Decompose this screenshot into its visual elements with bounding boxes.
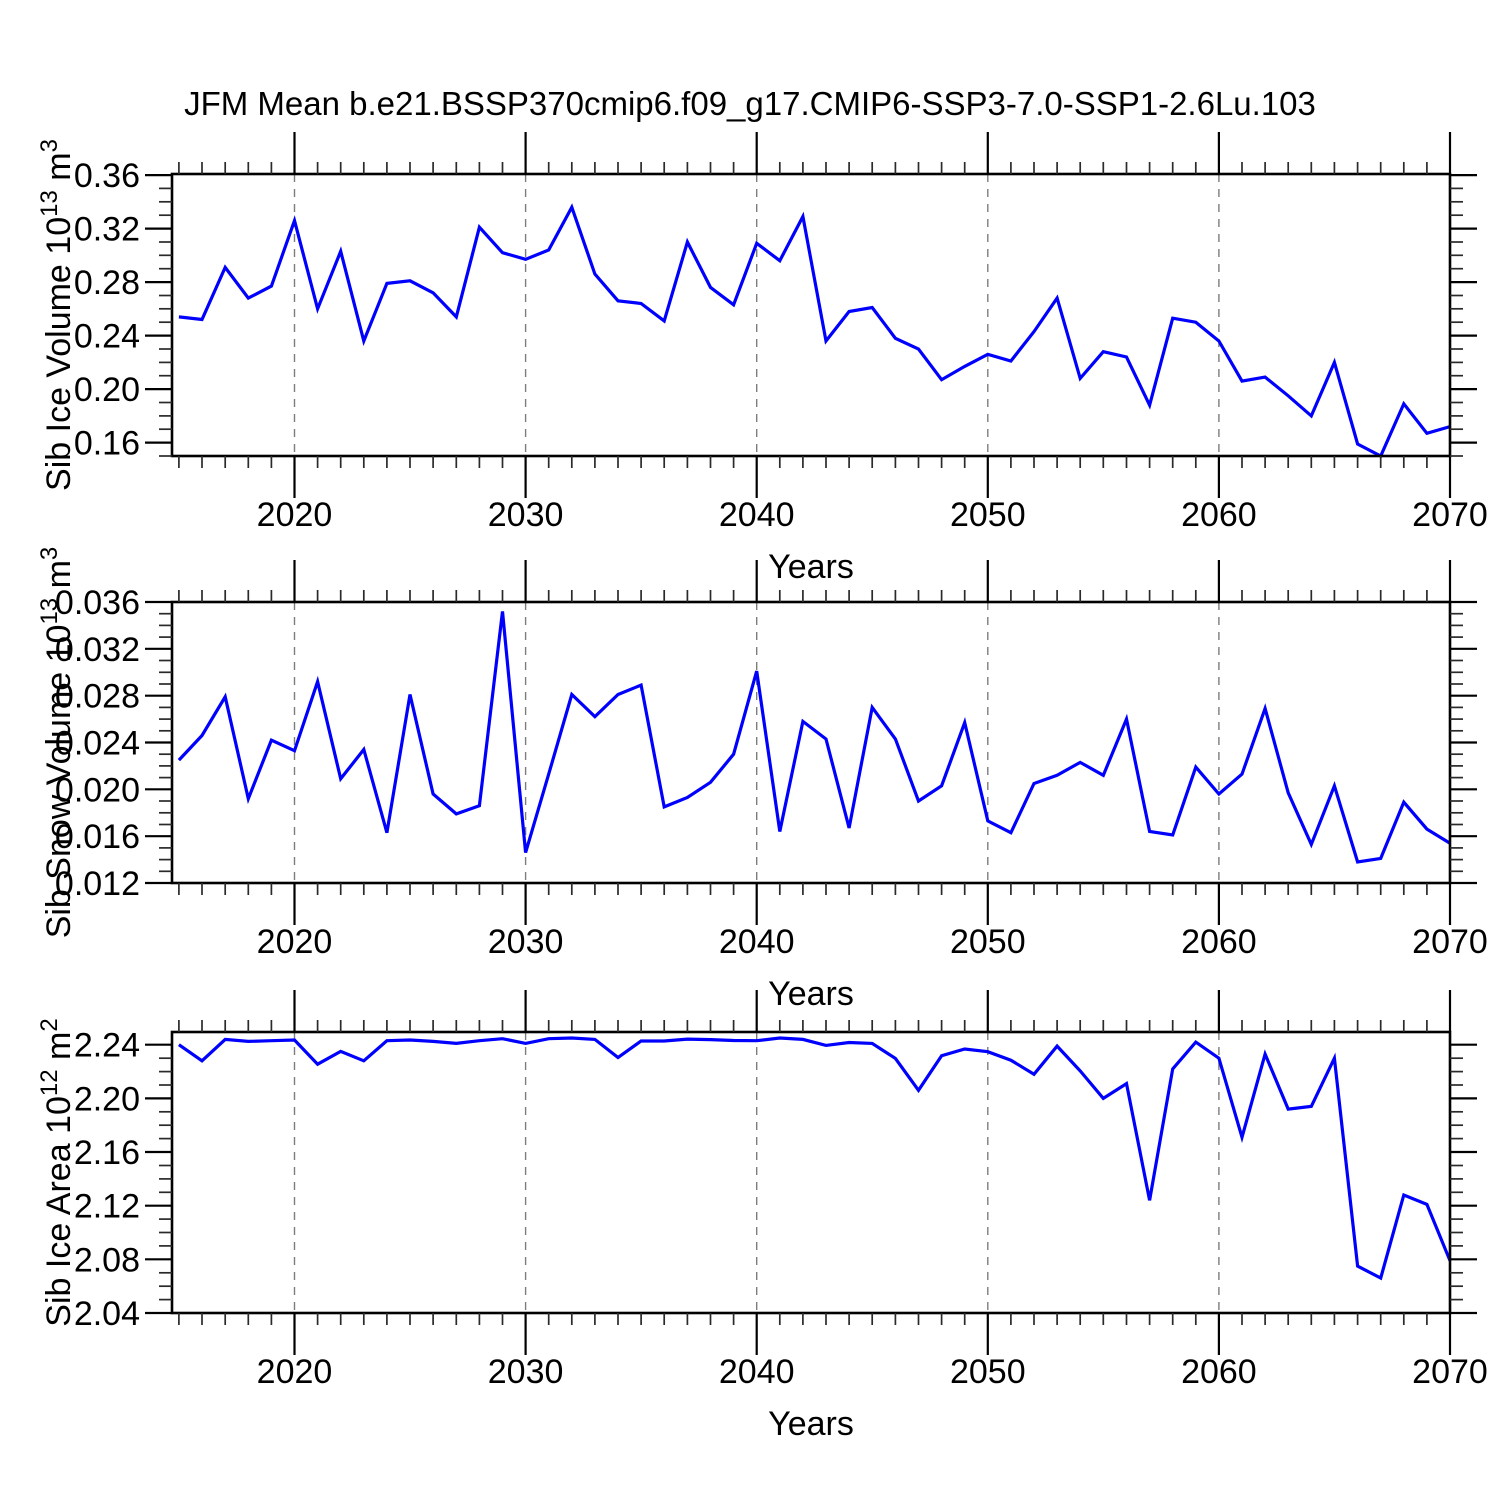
x-tick-label: 2040 [719, 923, 795, 961]
x-tick-label: 2060 [1181, 1353, 1257, 1391]
y-tick-label: 0.012 [55, 865, 140, 903]
y-tick-label: 2.04 [74, 1295, 140, 1333]
x-tick-label: 2070 [1412, 923, 1488, 961]
data-line-sib-ice-volume [178, 203, 1451, 459]
data-line-sib-ice-area [177, 1036, 1452, 1281]
y-tick-label: 2.12 [74, 1188, 140, 1226]
plot-frame [170, 1030, 1452, 1315]
y-tick-label: 2.08 [74, 1241, 140, 1279]
y-tick-label: 0.16 [74, 425, 140, 463]
x-tick-label: 2040 [719, 1353, 795, 1391]
x-tick-label: 2050 [950, 923, 1026, 961]
y-tick-label: 2.16 [74, 1134, 140, 1172]
y-tick-label: 0.24 [74, 318, 140, 356]
x-tick-label: 2060 [1181, 923, 1257, 961]
chart-title: JFM Mean b.e21.BSSP370cmip6.f09_g17.CMIP… [184, 85, 1316, 122]
y-tick-label: 0.20 [74, 371, 140, 409]
x-tick-label: 2050 [950, 496, 1026, 534]
y-tick-label: 2.20 [74, 1080, 140, 1118]
plot-frame [170, 600, 1452, 885]
x-tick-label: 2020 [257, 1353, 333, 1391]
y-tick-label: 0.032 [55, 631, 140, 669]
y-axis-title: Sib Snow Volume 1013 m3 [36, 547, 78, 939]
x-tick-label: 2020 [257, 923, 333, 961]
y-tick-label: 0.28 [74, 264, 140, 302]
y-axis-title: Sib Ice Area 1012 m2 [36, 1018, 78, 1326]
panel-sib-snow-volume: 0.012 0.016 0.020 0.024 0.028 0.032 0.036 2020 2… [36, 547, 1488, 1013]
y-axis-title: Sib Ice Volume 1013 m3 [36, 139, 78, 491]
x-tick-label: 2020 [257, 496, 333, 534]
y-tick-label: 0.028 [55, 678, 140, 716]
y-tick-label: 0.020 [55, 771, 140, 809]
x-tick-label: 2040 [719, 496, 795, 534]
y-tick-label: 0.016 [55, 818, 140, 856]
x-tick-label: 2060 [1181, 496, 1257, 534]
y-tick-label: 2.24 [74, 1027, 140, 1065]
x-tick-label: 2070 [1412, 496, 1488, 534]
data-line-sib-snow-volume [177, 611, 1451, 864]
x-axis-title: Years [768, 975, 854, 1013]
panel-sib-ice-volume: 0.16 0.20 0.24 0.28 0.32 0.36 2020 2030 2040 2050… [36, 132, 1488, 586]
panel-sib-ice-area: 2.04 2.08 2.12 2.16 2.20 2.24 2020 2030 2040 2050… [36, 990, 1488, 1443]
x-tick-label: 2030 [488, 496, 564, 534]
x-tick-label: 2050 [950, 1353, 1026, 1391]
y-tick-label: 0.36 [74, 157, 140, 195]
x-tick-label: 2030 [488, 1353, 564, 1391]
plot-frame [170, 172, 1452, 458]
y-tick-label: 0.024 [55, 725, 140, 763]
y-tick-label: 0.32 [74, 211, 140, 249]
x-tick-label: 2070 [1412, 1353, 1488, 1391]
x-axis-title: Years [768, 1405, 854, 1443]
x-axis-title: Years [768, 548, 854, 586]
y-tick-label: 0.036 [55, 584, 140, 622]
x-tick-label: 2030 [488, 923, 564, 961]
